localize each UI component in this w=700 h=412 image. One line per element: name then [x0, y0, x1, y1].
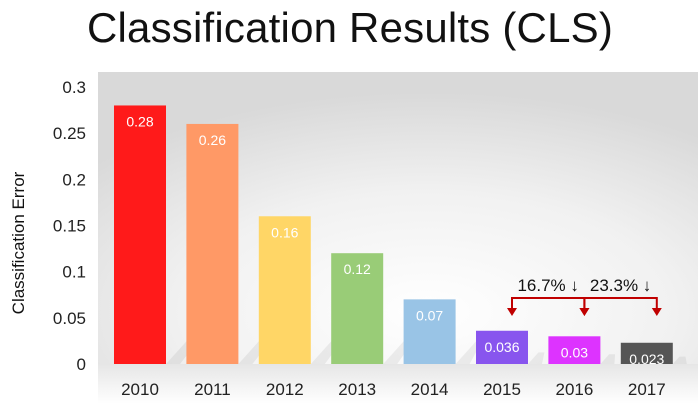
arrow-down-icon: [507, 308, 517, 316]
bar-value-label: 0.12: [344, 261, 371, 277]
x-tick-label: 2016: [555, 380, 593, 399]
bar-shadow: [600, 354, 616, 364]
bar-value-label: 0.07: [416, 307, 443, 323]
bar-2014: [403, 299, 456, 364]
x-tick-label: 2017: [628, 380, 666, 399]
bar-2011: [186, 123, 239, 364]
reduction-label: 23.3% ↓: [590, 276, 651, 295]
y-tick-label: 0.2: [62, 170, 86, 189]
y-tick-label: 0.15: [53, 217, 86, 236]
bar-2017: [620, 342, 673, 364]
reduction-label: 16.7% ↓: [517, 276, 578, 295]
bar-shadow: [528, 352, 545, 364]
x-tick-label: 2013: [338, 380, 376, 399]
x-tick-label: 2011: [194, 380, 231, 399]
chart-title: Classification Results (CLS): [86, 4, 614, 51]
y-tick-label: 0.3: [62, 78, 86, 97]
bracket-line: [583, 297, 658, 310]
x-tick-label: 2014: [411, 380, 449, 399]
bar-2010: [114, 105, 166, 364]
bar-value-label: 0.03: [561, 344, 588, 360]
y-tick-label: 0.1: [62, 263, 86, 282]
bar-value-label: 0.16: [271, 224, 298, 240]
bar-2012: [258, 216, 311, 364]
reduction-annotation: 23.3% ↓: [579, 276, 662, 316]
x-tick-label: 2015: [483, 380, 521, 399]
arrow-down-icon: [579, 308, 590, 316]
bar-shadow: [455, 341, 482, 364]
bar-2013: [331, 253, 384, 364]
bar-value-label: 0.26: [199, 132, 226, 148]
plot-floor: [98, 364, 698, 404]
bar-value-label: 0.023: [629, 351, 664, 367]
y-axis-label: Classification Error: [9, 171, 28, 314]
bar-shadow: [672, 356, 687, 364]
arrow-down-icon: [651, 308, 662, 316]
x-tick-label: 2012: [266, 380, 304, 399]
bar-value-label: 0.28: [126, 113, 153, 129]
bar-2016: [548, 336, 601, 364]
y-tick-label: 0.05: [53, 309, 86, 328]
bar-value-label: 0.036: [484, 339, 519, 355]
y-tick-label: 0: [77, 355, 86, 374]
bar-2015: [476, 330, 528, 364]
x-tick-label: 2010: [121, 380, 159, 399]
y-tick-label: 0.25: [53, 124, 86, 143]
